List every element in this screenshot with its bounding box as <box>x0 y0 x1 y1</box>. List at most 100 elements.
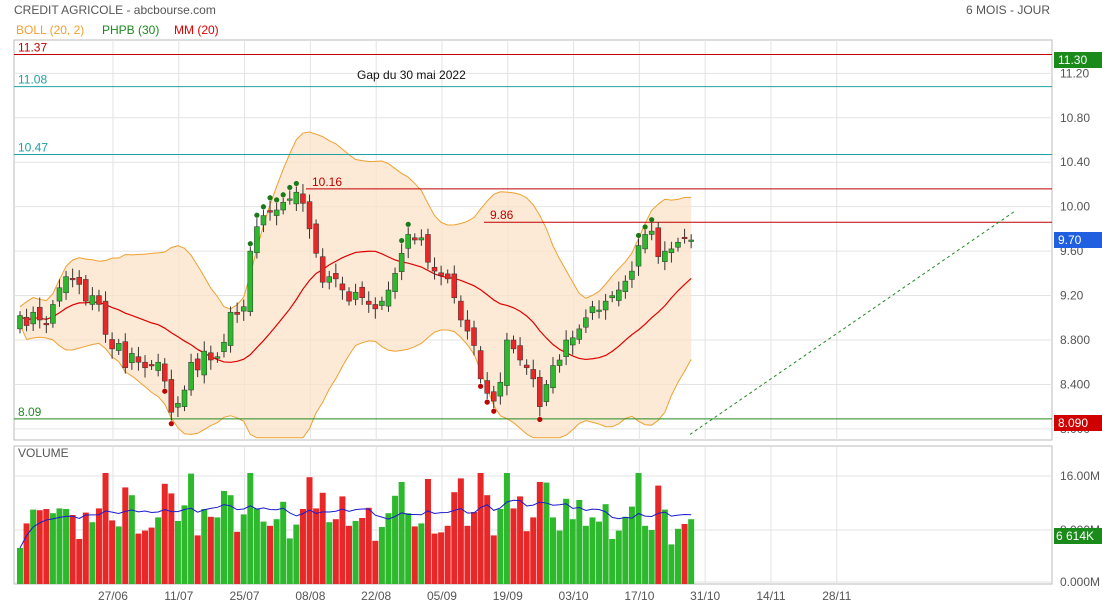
candle-body <box>56 287 63 302</box>
volume-bar <box>424 479 431 584</box>
candle-body <box>30 311 36 325</box>
phpb-high-dot <box>642 224 648 230</box>
price-tick-label: 8.800 <box>1060 333 1090 347</box>
candle-body <box>221 341 227 352</box>
price-tick-label: 11.20 <box>1060 66 1089 80</box>
candle-body <box>254 226 260 254</box>
candle-body <box>260 215 267 226</box>
volume-bar <box>346 525 352 584</box>
candle-body <box>471 327 477 346</box>
candle-body <box>201 350 207 376</box>
volume-bar <box>135 533 142 584</box>
candle-body <box>681 236 688 239</box>
legend-mm: MM (20) <box>174 23 219 37</box>
volume-bar <box>503 473 510 584</box>
volume-bar <box>668 544 675 584</box>
candle-body <box>392 273 398 292</box>
volume-bar <box>267 525 274 584</box>
volume-bar <box>299 509 306 584</box>
volume-bar <box>622 516 629 584</box>
price-tag-top-bg <box>1054 52 1102 68</box>
volume-bar <box>69 515 76 584</box>
candle-body <box>306 201 313 230</box>
candle-body <box>622 280 629 292</box>
volume-bar <box>194 535 201 584</box>
volume-bar <box>523 531 530 584</box>
candle-body <box>142 361 148 369</box>
bollinger-upper-line <box>19 131 692 310</box>
candle-body <box>214 356 221 359</box>
volume-title: VOLUME <box>18 446 69 460</box>
candle-body <box>313 223 319 254</box>
volume-bar <box>471 512 478 584</box>
volume-bar <box>405 513 412 584</box>
volume-bar <box>148 527 155 584</box>
volume-bar <box>661 509 668 584</box>
volume-bar <box>563 498 570 584</box>
volume-bar <box>174 521 181 584</box>
volume-bar <box>36 510 43 584</box>
candle-body <box>69 278 76 281</box>
legend: BOLL (20, 2) PHPB (30) MM (20) <box>16 23 219 37</box>
candle-body <box>17 315 23 330</box>
candle-body <box>43 323 50 326</box>
volume-bar <box>332 519 339 584</box>
candle-body <box>504 339 510 386</box>
volume-bar <box>352 521 359 584</box>
candle-body <box>129 353 135 364</box>
volume-bar <box>168 493 175 584</box>
phpb-high-dot <box>274 197 280 203</box>
volume-bar <box>609 539 616 584</box>
candle-body <box>319 256 326 283</box>
candle-body <box>267 210 273 213</box>
x-tick-label: 28/11 <box>822 589 851 603</box>
volume-bar <box>326 522 333 584</box>
volume-tag-bg <box>1054 528 1102 544</box>
phpb-high-dot <box>399 237 405 244</box>
volume-bar <box>89 522 96 584</box>
candle-body <box>484 380 490 394</box>
volume-bar <box>681 524 688 584</box>
candle-body <box>333 273 339 280</box>
candle-body <box>379 300 385 306</box>
candle-body <box>188 361 194 391</box>
phpb-high-dot <box>293 180 299 187</box>
phpb-high-dot <box>280 192 286 198</box>
phpb-high-dot <box>405 221 411 227</box>
volume-bar <box>207 516 214 584</box>
volume-bar <box>260 521 267 584</box>
price-tag-last: 9.70 <box>1058 233 1082 247</box>
candle-body <box>675 241 681 248</box>
volume-bar <box>464 525 471 584</box>
candle-body <box>523 364 530 369</box>
candle-body <box>438 272 444 276</box>
volume-bar <box>286 538 293 584</box>
candle-body <box>168 379 175 413</box>
legend-boll: BOLL (20, 2) <box>16 23 84 37</box>
bollinger-lower-line <box>19 324 692 439</box>
volume-bar <box>122 487 129 584</box>
phpb-high-dot <box>247 241 253 247</box>
candle-body <box>596 309 602 312</box>
candle-body <box>115 343 122 351</box>
volume-bar <box>490 535 497 584</box>
candle-body <box>576 328 583 340</box>
phpb-high-dot <box>267 195 273 201</box>
x-tick-label: 14/11 <box>756 589 785 603</box>
price-frame <box>13 39 1053 441</box>
candle-body <box>365 300 372 305</box>
price-panel: 11.2010.8010.4010.009.609.208.8008.4008.… <box>13 39 1102 441</box>
candle-body <box>431 266 438 272</box>
phpb-high-dot <box>260 204 267 210</box>
candle-body <box>550 365 556 389</box>
candle-body <box>668 248 675 254</box>
volume-bar <box>155 517 162 584</box>
volume-bar <box>49 513 56 584</box>
volume-bar <box>615 530 622 584</box>
candle-body <box>510 339 517 350</box>
candle-body <box>497 381 504 397</box>
volume-bar <box>293 524 300 584</box>
candle-body <box>589 306 596 314</box>
candle-body <box>287 198 293 201</box>
candle-body <box>385 289 392 307</box>
